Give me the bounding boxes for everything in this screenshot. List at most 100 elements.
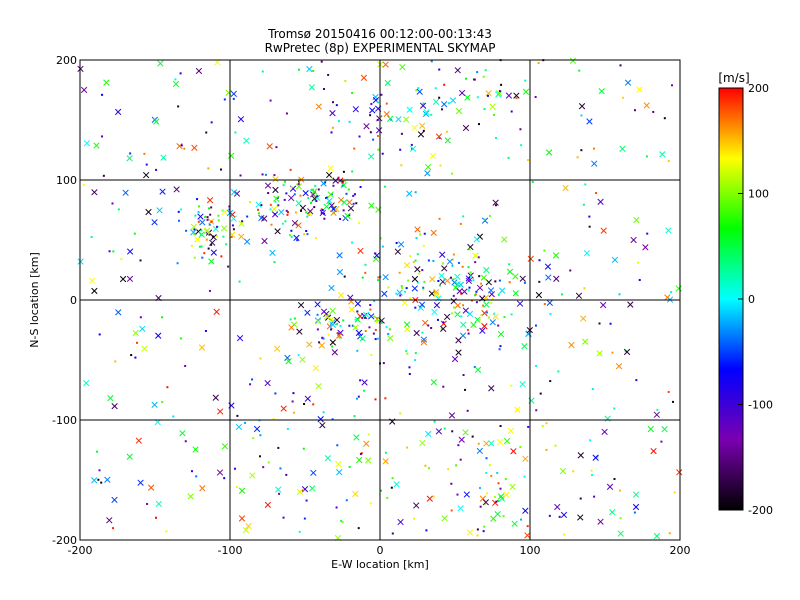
scatter-point-dot [438,68,441,71]
scatter-point-dot [217,219,220,222]
scatter-point-dot [482,530,485,533]
scatter-point-cross [624,79,632,86]
scatter-point-cross [228,402,235,409]
scatter-point-dot [165,530,168,533]
scatter-point-dot [357,395,360,398]
scatter-point-cross [264,379,271,387]
colorbar-tick-label: -200 [748,504,773,517]
scatter-point-dot [161,316,164,319]
scatter-point-dot [372,138,375,141]
scatter-point-dot [274,200,277,203]
scatter-point-dot [223,477,226,480]
scatter-point-cross [586,118,593,125]
scatter-point-dot [412,261,415,264]
scatter-point-dot [499,487,502,490]
scatter-point-cross [352,324,359,331]
scatter-point-cross [597,198,604,205]
scatter-point-cross [397,241,405,248]
scatter-point-dot [101,135,104,138]
scatter-point-dot [598,322,601,325]
scatter-point-cross [441,515,448,522]
scatter-point-dot [414,259,417,262]
scatter-point-cross [513,92,520,99]
scatter-point-cross [448,412,456,419]
scatter-point-dot [475,301,478,304]
scatter-point-dot [468,248,471,251]
scatter-point-cross [106,517,113,524]
scatter-point-dot [306,233,309,236]
scatter-point-dot [498,279,501,282]
scatter-point-dot [580,149,583,152]
scatter-point-dot [279,467,282,470]
scatter-point-cross [435,133,443,140]
scatter-point-dot [443,83,446,86]
scatter-point-dot [285,473,288,476]
scatter-point-dot [591,473,594,476]
scatter-point-cross [111,496,118,504]
y-tick-labels: -200 -100 0 100 200 [52,54,77,547]
scatter-point-cross [238,233,245,240]
scatter-point-dot [204,215,207,218]
scatter-point-dot [460,315,463,318]
scatter-point-dot [208,207,211,210]
scatter-point-dot [377,279,380,282]
scatter-point-cross [422,110,430,118]
scatter-point-dot [206,216,209,219]
scatter-point-dot [446,130,449,133]
scatter-point-dot [143,152,146,155]
scatter-point-cross [443,313,451,321]
scatter-point-cross [155,332,162,339]
scatter-point-cross [422,319,429,327]
scatter-point-dot [348,465,351,468]
scatter-point-cross [402,116,410,123]
scatter-point-cross [192,446,199,453]
y-tick-label: -100 [52,414,77,427]
scatter-point-dot [353,193,356,196]
scatter-point-cross [135,437,142,444]
scatter-point-dot [316,313,319,316]
scatter-point-dot [351,170,354,173]
scatter-point-cross [653,532,661,540]
scatter-point-dot [176,262,179,265]
scatter-point-cross [423,109,430,116]
scatter-point-dot [557,370,560,373]
scatter-point-cross [306,65,313,73]
scatter-point-dot [277,446,280,449]
scatter-point-dot [395,241,398,244]
scatter-point-dot [667,390,670,393]
scatter-point-dot [485,492,488,495]
scatter-point-dot [493,496,496,499]
scatter-point-dot [588,225,591,228]
scatter-point-cross [176,142,183,150]
scatter-point-cross [159,188,166,195]
scatter-point-dot [474,261,477,264]
scatter-point-dot [415,236,418,239]
scatter-point-dot [179,337,182,340]
scatter-point-dot [111,202,114,205]
scatter-point-cross [482,499,489,506]
scatter-point-cross [501,236,508,243]
scatter-point-dot [477,256,480,259]
scatter-point-cross [319,422,326,429]
scatter-point-cross [592,454,599,461]
scatter-point-cross [191,144,198,151]
scatter-point-dot [539,392,542,395]
scatter-point-dot [205,131,208,134]
scatter-point-dot [145,163,148,166]
scatter-point-dot [220,255,223,258]
scatter-point-dot [166,386,169,389]
scatter-point-cross [419,102,427,109]
scatter-point-cross [91,287,98,295]
scatter-point-cross [249,472,256,479]
scatter-point-cross [299,204,307,212]
scatter-point-dot [341,180,344,183]
scatter-point-dot [370,353,373,356]
scatter-point-cross [432,98,440,106]
scatter-point-dot [519,128,522,131]
scatter-point-dot [576,156,579,159]
scatter-point-cross [199,219,206,226]
scatter-point-dot [241,220,244,223]
scatter-point-dot [358,221,361,224]
scatter-point-dot [303,233,306,236]
scatter-point-dot [331,126,334,129]
